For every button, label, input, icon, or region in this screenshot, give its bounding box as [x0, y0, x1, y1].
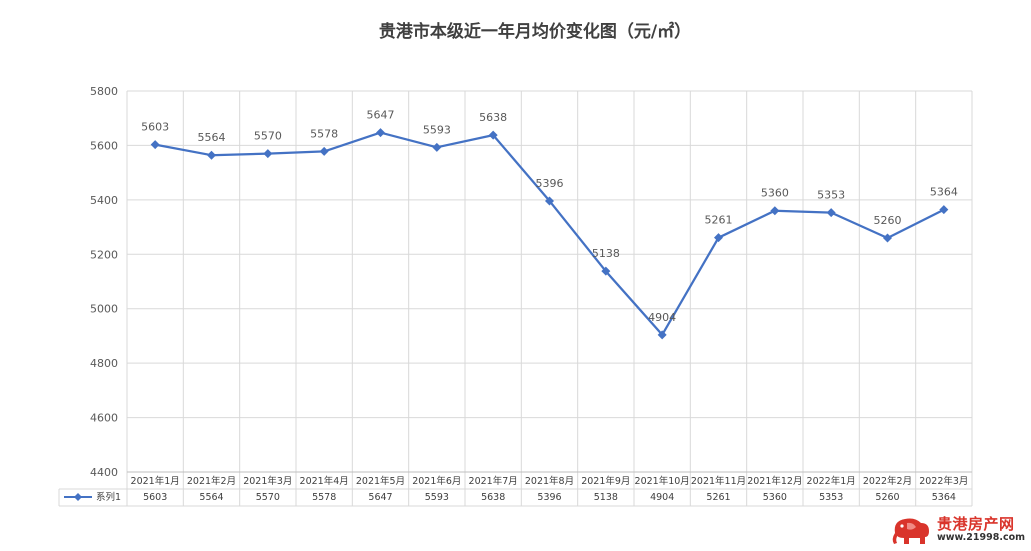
- data-point-marker: [488, 130, 498, 140]
- data-label: 5396: [536, 177, 564, 190]
- watermark-brand: 贵港房产网: [936, 515, 1015, 534]
- data-point-marker: [150, 140, 160, 150]
- data-label: 5578: [310, 127, 338, 140]
- data-point-marker: [207, 150, 216, 160]
- data-label: 5260: [874, 214, 902, 227]
- site-watermark: 贵港房产网 www.21998.com: [889, 513, 1025, 547]
- x-tick-label: 2022年2月: [863, 475, 912, 487]
- x-tick-label: 2021年3月: [243, 475, 292, 487]
- table-value-cell: 5261: [706, 492, 730, 503]
- data-label: 5593: [423, 123, 451, 136]
- data-label: 5647: [367, 109, 395, 122]
- legend-series-name: 系列1: [96, 491, 121, 503]
- table-value-cell: 5564: [199, 492, 223, 503]
- table-value-cell: 5593: [425, 492, 449, 503]
- data-label: 5360: [761, 187, 789, 200]
- table-value-cell: 5360: [763, 492, 787, 503]
- series-line: [154, 131, 945, 336]
- table-value-cell: 5647: [368, 492, 392, 503]
- data-label: 5261: [705, 214, 733, 227]
- table-value-cell: 4904: [650, 492, 674, 503]
- watermark-url: www.21998.com: [936, 531, 1025, 543]
- table-value-cell: 5570: [256, 492, 280, 503]
- x-tick-label: 2021年6月: [412, 475, 461, 487]
- y-axis: 4400 4600 4800 5000 5200 5400 5600 5800: [90, 85, 118, 479]
- data-point-marker: [263, 149, 273, 159]
- data-point-marker: [826, 208, 836, 218]
- table-value-cell: 5353: [819, 492, 843, 503]
- series-layer: [150, 128, 949, 340]
- elephant-logo-icon: [892, 518, 929, 544]
- data-label: 5353: [817, 189, 845, 202]
- data-label: 5364: [930, 186, 958, 199]
- x-tick-label: 2021年9月: [581, 475, 630, 487]
- table-value-cell: 5578: [312, 492, 336, 503]
- data-label: 4904: [648, 311, 676, 324]
- y-tick-label: 5000: [90, 303, 118, 316]
- y-tick-label: 5400: [90, 194, 118, 207]
- data-label: 5570: [254, 130, 282, 143]
- x-tick-label: 2021年11月: [691, 475, 746, 487]
- data-point-marker: [601, 266, 611, 276]
- table-value-cell: 5260: [875, 492, 899, 503]
- data-label: 5603: [141, 121, 169, 134]
- gridlines: [126, 90, 973, 506]
- x-tick-label: 2021年1月: [131, 475, 180, 487]
- y-tick-label: 5600: [90, 139, 118, 152]
- x-tick-label: 2021年12月: [747, 475, 802, 487]
- data-point-marker: [714, 233, 723, 243]
- x-tick-label: 2021年8月: [525, 475, 574, 487]
- data-label: 5564: [198, 131, 226, 144]
- table-value-cell: 5396: [537, 492, 561, 503]
- data-table: 2021年1月 5603 2021年2月 5564 2021年3月 5570 2021年4月…: [58, 471, 972, 507]
- data-label: 5638: [479, 111, 507, 124]
- legend-marker-key: [74, 493, 82, 501]
- data-point-marker: [939, 205, 949, 215]
- y-tick-label: 4400: [90, 466, 118, 479]
- x-tick-label: 2021年10月: [635, 475, 690, 487]
- y-tick-label: 4600: [90, 412, 118, 425]
- x-tick-label: 2021年2月: [187, 475, 236, 487]
- table-value-cell: 5364: [932, 492, 956, 503]
- y-tick-label: 5200: [90, 248, 118, 261]
- table-value-cell: 5638: [481, 492, 505, 503]
- table-value-cell: 5138: [594, 492, 618, 503]
- x-tick-label: 2022年1月: [807, 475, 856, 487]
- data-point-marker: [657, 330, 667, 340]
- x-tick-label: 2022年3月: [919, 475, 968, 487]
- data-labels: 5603 5564 5570 5578 5647 5593 5638 5396 5138 4904…: [141, 109, 958, 324]
- data-point-marker: [319, 146, 329, 156]
- x-tick-label: 2021年4月: [300, 475, 349, 487]
- data-point-marker: [432, 142, 442, 152]
- data-label: 5138: [592, 247, 620, 260]
- y-tick-label: 4800: [90, 357, 118, 370]
- data-point-marker: [883, 233, 892, 243]
- x-tick-label: 2021年7月: [469, 475, 518, 487]
- table-value-cell: 5603: [143, 492, 167, 503]
- data-point-marker: [376, 128, 385, 138]
- data-point-marker: [770, 206, 780, 216]
- chart-title: 贵港市本级近一年月均价变化图（元/㎡）: [379, 21, 691, 42]
- x-tick-label: 2021年5月: [356, 475, 405, 487]
- data-point-marker: [545, 196, 554, 206]
- y-tick-label: 5800: [90, 85, 118, 98]
